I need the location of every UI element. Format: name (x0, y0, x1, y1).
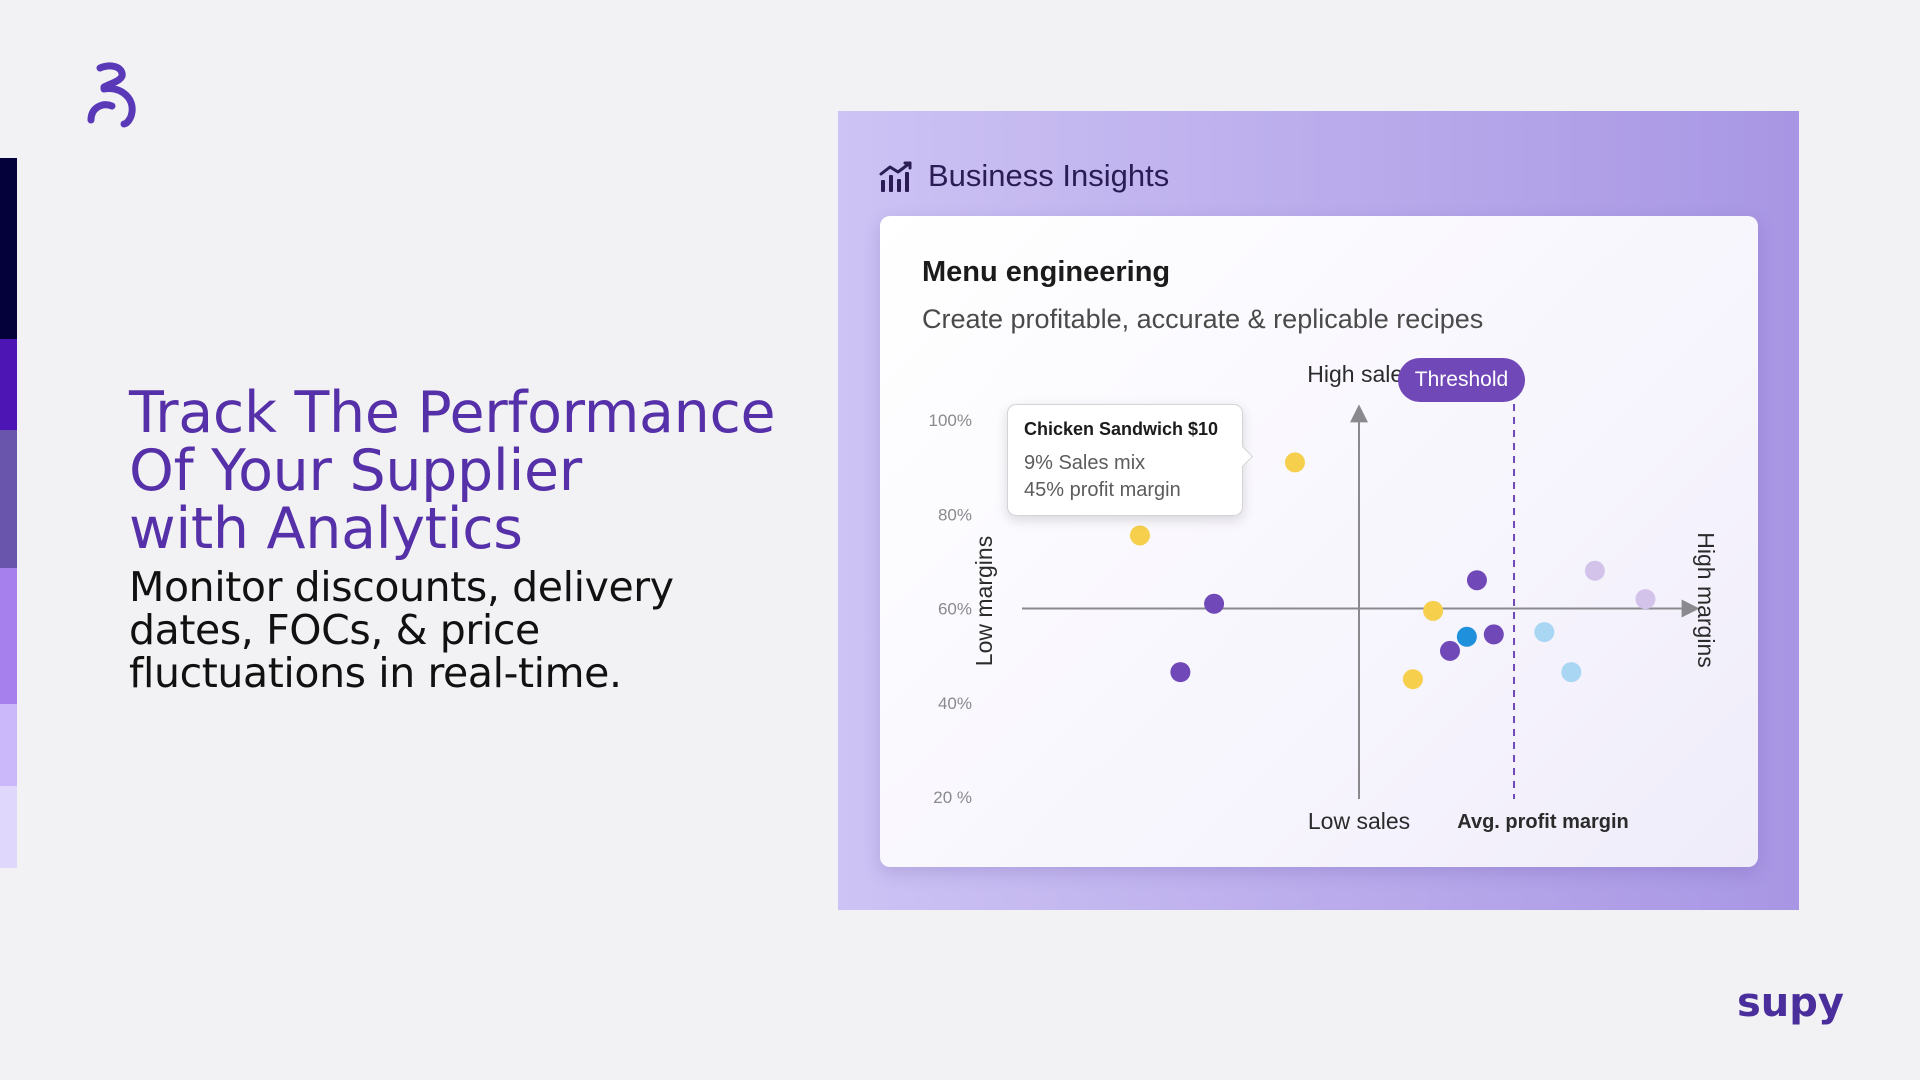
business-insights-panel: Business Insights Menu engineering Creat… (838, 111, 1799, 910)
data-point-light-blue (1561, 662, 1582, 683)
hero-subtitle: Monitor discounts, delivery dates, FOCs,… (129, 563, 674, 697)
data-point-blue (1456, 626, 1477, 647)
data-point-yellow (1284, 452, 1305, 473)
hero-title-line-1: Track The Performance (129, 380, 776, 446)
data-point-yellow (1402, 669, 1423, 690)
tooltip-title: Chicken Sandwich $10 (1024, 419, 1219, 439)
axis-label-high-margins: High margins (1693, 532, 1719, 668)
supy-logo: supy (1737, 980, 1844, 1026)
stripe-6 (0, 786, 17, 868)
hero-title-line-3: with Analytics (129, 496, 523, 562)
panel-header: Business Insights (878, 151, 1169, 201)
threshold-badge[interactable]: Threshold (1398, 358, 1525, 402)
stripe-5 (0, 704, 17, 786)
tooltip-sales-mix: 9% Sales mix (1024, 452, 1146, 474)
data-point-purple (1439, 640, 1460, 661)
axis-label-low-margins: Low margins (971, 536, 997, 666)
data-point-lavender (1635, 589, 1656, 610)
panel-title: Business Insights (928, 158, 1170, 193)
bar-chart-trend-icon (879, 161, 912, 192)
color-stripes (0, 158, 17, 868)
stripe-4 (0, 568, 17, 704)
data-point-yellow (1423, 600, 1444, 621)
menu-engineering-card: Menu engineering Create profitable, accu… (880, 216, 1758, 867)
hero-title: Track The Performance Of Your Supplier w… (129, 384, 789, 558)
card-title: Menu engineering (922, 256, 1171, 288)
y-tick-label: 40% (938, 694, 972, 713)
menu-engineering-chart: 100% 80% 60% 40% 20 % High sales Low sales Avg.… (929, 361, 1719, 834)
data-point-lavender (1584, 560, 1605, 581)
data-point-purple (1483, 624, 1504, 645)
y-tick-label: 100% (929, 411, 972, 430)
y-tick-label: 60% (938, 600, 972, 619)
data-point-purple (1204, 593, 1225, 614)
y-tick-label: 80% (938, 505, 972, 524)
brand-wordmark: supy (1737, 980, 1844, 1026)
hero: Track The Performance Of Your Supplier w… (129, 384, 789, 695)
axis-label-low-sales: Low sales (1308, 808, 1410, 834)
stripe-1 (0, 158, 17, 339)
tooltip-profit-margin: 45% profit margin (1024, 479, 1181, 501)
logo-mark-icon (87, 62, 136, 128)
data-point-purple (1170, 662, 1191, 683)
y-tick-label: 20 % (933, 788, 972, 807)
card-subtitle: Create profitable, accurate & replicable… (922, 304, 1484, 334)
stripe-2 (0, 339, 17, 430)
threshold-caption: Avg. profit margin (1457, 811, 1628, 833)
stripe-3 (0, 430, 17, 568)
chart-tooltip: Chicken Sandwich $10 9% Sales mix 45% pr… (1007, 404, 1243, 516)
axis-label-high-sales: High sales (1307, 361, 1414, 387)
hero-title-line-2: Of Your Supplier (129, 438, 582, 504)
data-point-purple (1466, 570, 1487, 591)
data-point-yellow (1129, 525, 1150, 546)
data-point-light-blue (1534, 622, 1555, 643)
